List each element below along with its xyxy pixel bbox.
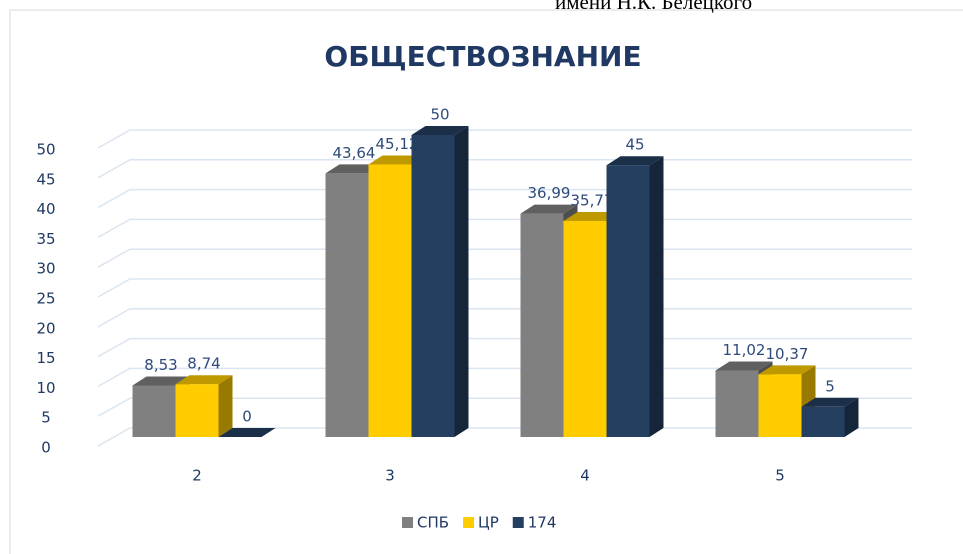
y-tick-label: 5 xyxy=(41,409,51,427)
y-tick-label: 25 xyxy=(36,290,55,308)
data-label: 11,02 xyxy=(723,341,766,359)
bar-top xyxy=(325,164,383,174)
bar-front xyxy=(520,213,564,437)
y-tick-label: 40 xyxy=(36,200,55,218)
y-tick-label: 15 xyxy=(36,349,55,367)
bar-top xyxy=(563,211,621,221)
bar-top xyxy=(606,156,664,166)
bar-side xyxy=(454,126,469,437)
bar-front xyxy=(175,384,219,437)
y-tick-label: 10 xyxy=(36,379,55,397)
bar-front xyxy=(758,374,802,437)
bar-top xyxy=(801,397,859,407)
bar-front xyxy=(715,370,759,437)
data-label: 50 xyxy=(430,106,449,124)
bar-top xyxy=(218,428,276,437)
bar-top xyxy=(758,365,816,375)
data-label: 5 xyxy=(825,377,835,395)
caption: имени Н.К. Белецкого xyxy=(555,0,752,14)
data-label: 8,53 xyxy=(144,356,177,374)
legend-label: 174 xyxy=(528,514,557,532)
legend-swatch xyxy=(402,517,413,528)
bar-top xyxy=(175,375,233,385)
bar-front xyxy=(606,165,650,437)
chart-border xyxy=(9,9,963,554)
bar-front xyxy=(563,220,607,437)
bar xyxy=(218,428,276,437)
bar-side xyxy=(844,397,859,437)
bar xyxy=(801,397,859,437)
y-tick-label: 0 xyxy=(41,439,51,457)
bar-top xyxy=(715,361,773,371)
data-label: 10,37 xyxy=(766,345,809,363)
data-label: 45,12 xyxy=(376,135,419,153)
y-tick-label: 35 xyxy=(36,230,55,248)
bar-side xyxy=(649,156,664,437)
y-tick-label: 45 xyxy=(36,170,55,188)
data-label: 0 xyxy=(242,408,252,426)
x-tick-label: 3 xyxy=(385,467,395,485)
legend-swatch xyxy=(463,517,475,528)
x-tick-label: 4 xyxy=(580,467,590,485)
bar-front xyxy=(368,164,412,437)
chart-title: ОБЩЕСТВОЗНАНИЕ xyxy=(324,40,641,73)
legend-label: СПБ xyxy=(417,514,449,532)
bar-top xyxy=(368,155,426,165)
x-tick-label: 5 xyxy=(775,467,785,485)
y-tick-label: 20 xyxy=(36,319,55,337)
data-label: 35,77 xyxy=(571,191,614,209)
bar xyxy=(606,156,664,437)
y-tick-label: 50 xyxy=(36,141,55,159)
bar xyxy=(175,375,233,437)
grid-line xyxy=(97,129,912,149)
x-tick-label: 2 xyxy=(192,467,202,485)
bar-top xyxy=(411,126,469,135)
bar-front xyxy=(132,385,176,437)
bar-side xyxy=(218,375,233,437)
y-tick-label: 30 xyxy=(36,260,55,278)
bar-front xyxy=(325,173,369,437)
legend-swatch xyxy=(512,517,524,528)
bar-top xyxy=(132,376,190,386)
data-label: 36,99 xyxy=(528,184,571,202)
data-label: 45 xyxy=(625,136,644,154)
legend-label: ЦР xyxy=(478,514,499,532)
bar xyxy=(411,126,469,437)
bar-top xyxy=(520,204,578,214)
data-label: 8,74 xyxy=(187,355,220,373)
data-label: 43,64 xyxy=(333,144,376,162)
bar-front xyxy=(801,406,845,437)
bar-front xyxy=(411,135,455,437)
